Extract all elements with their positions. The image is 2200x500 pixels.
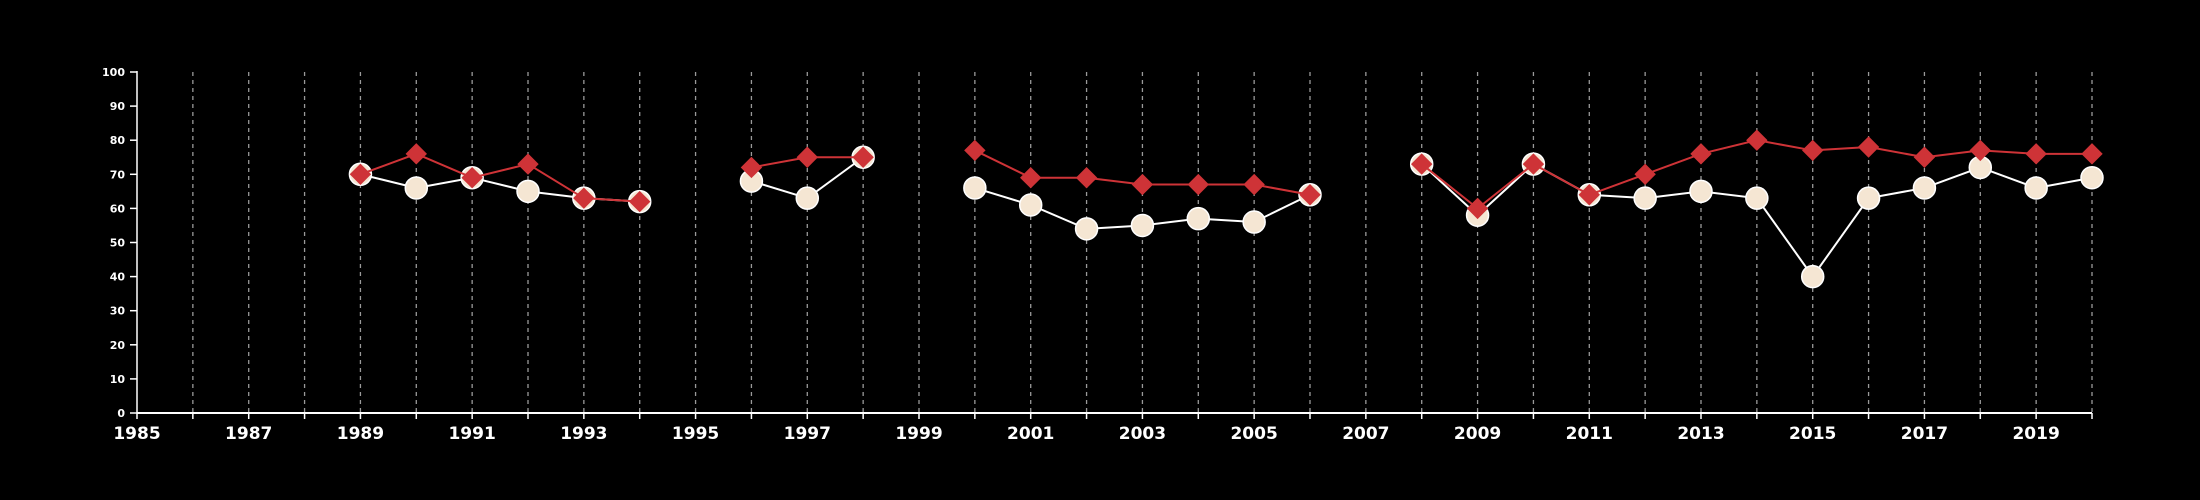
x-tick-label-2005: 2005 [1230,424,1277,444]
series-0-point-2000 [964,139,986,162]
y-tick-label-90: 90 [110,100,126,113]
y-tick-label-80: 80 [110,134,126,147]
series-0-point-2002 [1075,167,1098,189]
series-1-point-2020 [2080,165,2104,190]
y-tick-label-10: 10 [110,373,126,386]
x-tick-label-1993: 1993 [560,424,607,444]
y-tick-label-50: 50 [110,237,126,250]
x-tick-label-2007: 2007 [1342,424,1389,444]
series-0-point-1993 [573,187,595,209]
series-layer [348,129,2104,289]
series-1-point-2017 [1912,176,1937,200]
x-tick-label-2015: 2015 [1789,424,1836,444]
series-1-point-2019 [2024,176,2048,200]
series-1-point-2005 [1242,210,1266,234]
series-0-point-2013 [1690,143,1712,165]
series-0-point-2020 [2081,143,2103,165]
series-0 [349,129,2103,220]
x-tick-label-1985: 1985 [113,424,160,444]
series-1-point-2013 [1689,179,1713,204]
series-1-point-1997 [795,186,820,210]
series-1-point-2004 [1186,206,1211,231]
series-0-point-1994 [629,190,651,213]
y-tick-label-100: 100 [102,66,125,79]
series-0-point-2003 [1131,173,1154,196]
series-1-point-2002 [1074,217,1099,241]
series-0-point-2009 [1466,197,1489,220]
series-0-point-2010 [1522,153,1545,175]
y-tick-label-0: 0 [117,407,125,420]
series-0-point-1996 [740,156,763,179]
x-tick-label-1991: 1991 [448,424,495,444]
series-0-point-1998 [852,146,874,168]
series-1-point-2016 [1856,186,1881,210]
series-1-line-0 [360,173,640,203]
y-tick-label-30: 30 [110,305,126,318]
x-grid-lines [192,72,2093,413]
x-tick-label-1995: 1995 [672,424,719,444]
series-0-point-2004 [1187,173,1209,196]
x-tick-label-2017: 2017 [1901,424,1948,444]
series-1-point-2000 [963,176,987,200]
x-tick-label-2011: 2011 [1566,424,1613,444]
series-0-point-2005 [1243,173,1265,196]
y-tick-label-60: 60 [110,202,126,215]
series-0-point-2015 [1802,139,1824,162]
series-0-point-1991 [461,167,483,189]
y-tick-label-70: 70 [110,168,126,181]
series-0-point-2011 [1578,184,1600,206]
series-0-point-2018 [1969,139,1991,162]
series-1-point-2001 [1018,193,1043,217]
series-0-point-1992 [517,153,539,175]
series-0-point-2014 [1746,129,1768,151]
series-0-point-2019 [2025,143,2047,165]
series-0-line-0 [360,152,640,203]
x-tick-label-1989: 1989 [337,424,384,444]
x-tick-label-1987: 1987 [225,424,272,444]
y-tick-label-20: 20 [110,339,126,352]
series-1-point-2015 [1800,264,1825,289]
x-tick-label-2003: 2003 [1119,424,1166,444]
x-tick-label-1999: 1999 [895,424,942,444]
series-0-point-2001 [1020,167,1042,189]
series-0-point-2017 [1913,146,1936,168]
series-0-point-2006 [1299,184,1321,206]
x-tick-label-2001: 2001 [1007,424,1054,444]
series-0-point-1990 [405,143,427,165]
series-0-point-1997 [796,146,818,168]
x-tick-label-2009: 2009 [1454,424,1501,444]
series-1-point-2012 [1633,186,1657,210]
x-tick-label-2013: 2013 [1677,424,1724,444]
series-1-point-2014 [1745,186,1769,210]
x-tick-label-1997: 1997 [784,424,831,444]
series-0-point-2016 [1857,136,1880,158]
series-0-point-2012 [1634,163,1656,186]
axes: 0 10 20 30 40 50 60 70 80 90 100 1985 1987 1989 1991 19… [102,66,2093,444]
series-1-point-1992 [516,179,540,204]
series-0-point-2008 [1411,153,1433,175]
x-tick-label-2019: 2019 [2012,424,2059,444]
series-1-point-1990 [404,176,429,200]
series-1-point-2003 [1130,213,1155,238]
y-tick-label-40: 40 [110,271,126,284]
series-1 [348,145,2104,289]
series-0-point-1989 [349,163,372,186]
